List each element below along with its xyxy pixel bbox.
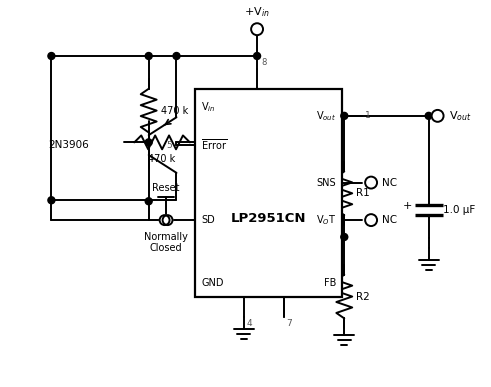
- Circle shape: [145, 198, 152, 205]
- Text: 470 k: 470 k: [148, 154, 176, 164]
- Circle shape: [145, 139, 152, 146]
- Circle shape: [341, 233, 348, 240]
- Text: V$_{out}$: V$_{out}$: [316, 109, 336, 123]
- Circle shape: [163, 215, 172, 225]
- Text: Reset: Reset: [152, 183, 180, 193]
- Circle shape: [253, 53, 261, 60]
- Text: V$_O$T: V$_O$T: [316, 213, 336, 227]
- Circle shape: [145, 53, 152, 60]
- Circle shape: [432, 110, 443, 122]
- Text: V$_{out}$: V$_{out}$: [449, 109, 471, 123]
- Text: $\overline{\rm Error}$: $\overline{\rm Error}$: [201, 138, 227, 152]
- Text: Normally: Normally: [144, 232, 188, 242]
- Text: +V$_{in}$: +V$_{in}$: [245, 5, 270, 19]
- Circle shape: [160, 215, 169, 225]
- Text: Closed: Closed: [150, 243, 182, 253]
- Text: 6: 6: [365, 216, 371, 224]
- Text: 5: 5: [167, 140, 172, 149]
- Text: 2N3906: 2N3906: [49, 140, 89, 150]
- Text: 2: 2: [365, 178, 371, 187]
- Circle shape: [365, 176, 377, 188]
- Text: 3: 3: [167, 216, 172, 224]
- Text: NC: NC: [382, 215, 397, 225]
- Text: 7: 7: [287, 319, 292, 328]
- Text: FB: FB: [324, 278, 336, 288]
- Text: 8: 8: [261, 58, 267, 67]
- Text: SNS: SNS: [317, 178, 336, 188]
- Circle shape: [48, 197, 55, 204]
- Text: 4: 4: [247, 319, 252, 328]
- Text: 470 k: 470 k: [161, 106, 188, 116]
- Text: R2: R2: [356, 291, 370, 301]
- Text: SD: SD: [201, 215, 215, 225]
- Circle shape: [425, 112, 432, 119]
- Text: 1.0 μF: 1.0 μF: [442, 205, 475, 215]
- Circle shape: [173, 53, 180, 60]
- Text: 1: 1: [365, 111, 371, 120]
- Circle shape: [341, 112, 348, 119]
- Circle shape: [365, 214, 377, 226]
- Text: +: +: [403, 201, 412, 211]
- Text: GND: GND: [201, 278, 224, 288]
- Bar: [195, 89, 342, 297]
- Text: R1: R1: [356, 188, 370, 198]
- Text: NC: NC: [382, 178, 397, 188]
- Text: V$_{in}$: V$_{in}$: [201, 100, 216, 113]
- Text: LP2951CN: LP2951CN: [231, 212, 306, 224]
- Circle shape: [251, 23, 263, 35]
- Circle shape: [48, 53, 55, 60]
